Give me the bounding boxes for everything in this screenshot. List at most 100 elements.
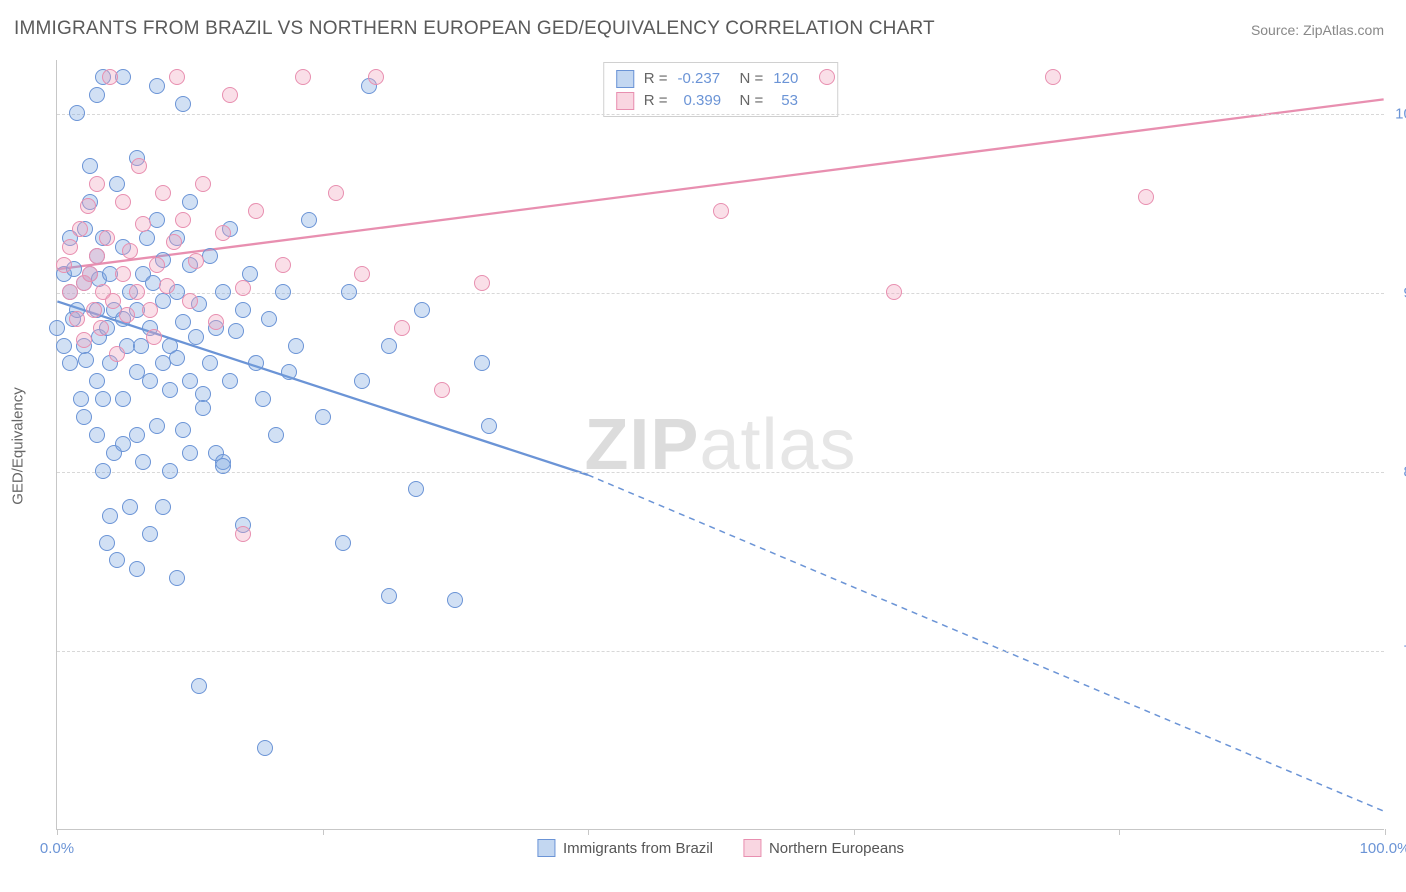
data-point-brazil [69,105,85,121]
data-point-neuro [368,69,384,85]
n-value-neuro: 53 [773,90,825,112]
data-point-neuro [119,307,135,323]
data-point-neuro [195,176,211,192]
r-label: R = [644,90,668,112]
trend-lines [57,60,1384,829]
data-point-neuro [109,346,125,362]
data-point-brazil [481,418,497,434]
data-point-brazil [56,338,72,354]
data-point-brazil [95,463,111,479]
r-label: R = [644,68,668,90]
data-point-brazil [175,422,191,438]
data-point-brazil [82,158,98,174]
data-point-neuro [69,311,85,327]
data-point-neuro [142,302,158,318]
chart-container: IMMIGRANTS FROM BRAZIL VS NORTHERN EUROP… [0,0,1406,892]
data-point-brazil [135,454,151,470]
data-point-neuro [394,320,410,336]
data-point-neuro [188,253,204,269]
data-point-neuro [72,221,88,237]
y-tick-label: 100.0% [1391,105,1406,122]
y-tick-label: 70.0% [1391,642,1406,659]
data-point-neuro [235,280,251,296]
x-tick [57,829,58,835]
data-point-neuro [275,257,291,273]
x-tick [588,829,589,835]
data-point-brazil [261,311,277,327]
data-point-neuro [102,69,118,85]
data-point-brazil [89,87,105,103]
data-point-brazil [188,329,204,345]
data-point-brazil [155,499,171,515]
data-point-brazil [142,526,158,542]
n-label: N = [740,68,764,90]
data-point-neuro [129,284,145,300]
data-point-neuro [295,69,311,85]
stat-legend: R = -0.237 N = 120 R = 0.399 N = 53 [603,62,839,117]
data-point-brazil [281,364,297,380]
data-point-brazil [255,391,271,407]
data-point-neuro [99,230,115,246]
data-point-brazil [142,373,158,389]
x-tick [854,829,855,835]
y-tick-label: 80.0% [1391,463,1406,480]
data-point-brazil [195,400,211,416]
data-point-brazil [268,427,284,443]
data-point-neuro [222,87,238,103]
source-label: Source: ZipAtlas.com [1251,22,1384,38]
bottom-legend: Immigrants from Brazil Northern European… [537,839,904,857]
data-point-brazil [257,740,273,756]
data-point-neuro [122,243,138,259]
data-point-brazil [129,427,145,443]
data-point-brazil [169,350,185,366]
r-value-neuro: 0.399 [678,90,730,112]
data-point-neuro [208,314,224,330]
data-point-brazil [76,409,92,425]
chart-title: IMMIGRANTS FROM BRAZIL VS NORTHERN EUROP… [14,18,935,40]
data-point-neuro [131,158,147,174]
data-point-brazil [202,355,218,371]
r-value-brazil: -0.237 [678,68,730,90]
data-point-neuro [159,278,175,294]
data-point-neuro [182,293,198,309]
x-tick [1119,829,1120,835]
data-point-neuro [1045,69,1061,85]
data-point-brazil [149,418,165,434]
data-point-neuro [76,332,92,348]
data-point-brazil [474,355,490,371]
data-point-brazil [162,463,178,479]
data-point-brazil [162,382,178,398]
data-point-neuro [62,239,78,255]
data-point-neuro [1138,189,1154,205]
data-point-brazil [447,592,463,608]
gridline [57,114,1384,115]
data-point-brazil [301,212,317,228]
n-label: N = [740,90,764,112]
n-value-brazil: 120 [773,68,825,90]
data-point-neuro [80,198,96,214]
data-point-neuro [115,194,131,210]
data-point-neuro [105,293,121,309]
data-point-brazil [354,373,370,389]
data-point-neuro [434,382,450,398]
data-point-brazil [182,373,198,389]
data-point-brazil [122,499,138,515]
data-point-brazil [215,284,231,300]
data-point-neuro [166,234,182,250]
x-tick [323,829,324,835]
data-point-neuro [135,216,151,232]
data-point-brazil [139,230,155,246]
data-point-brazil [215,458,231,474]
data-point-brazil [99,535,115,551]
data-point-neuro [56,257,72,273]
gridline [57,651,1384,652]
data-point-neuro [886,284,902,300]
data-point-brazil [109,552,125,568]
data-point-brazil [275,284,291,300]
data-point-brazil [248,355,264,371]
data-point-brazil [102,508,118,524]
data-point-brazil [381,338,397,354]
swatch-pink-icon [616,92,634,110]
swatch-blue-icon [537,839,555,857]
data-point-neuro [175,212,191,228]
